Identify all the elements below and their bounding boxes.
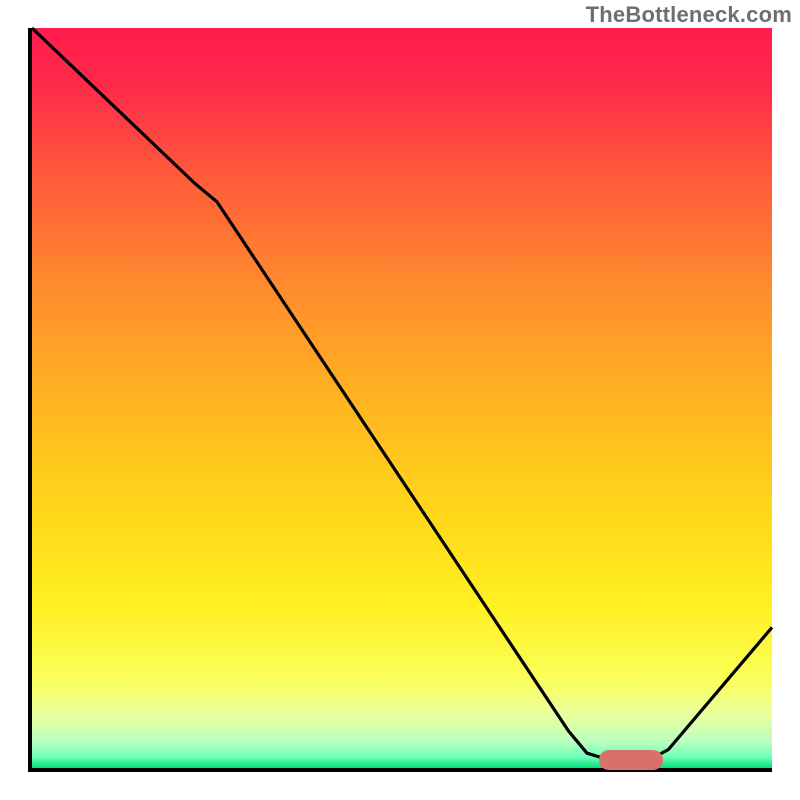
curve-line bbox=[32, 28, 772, 768]
chart-root: TheBottleneck.com bbox=[0, 0, 800, 800]
optimal-marker bbox=[599, 750, 662, 769]
watermark-text: TheBottleneck.com bbox=[586, 2, 792, 28]
plot-area bbox=[28, 28, 772, 772]
